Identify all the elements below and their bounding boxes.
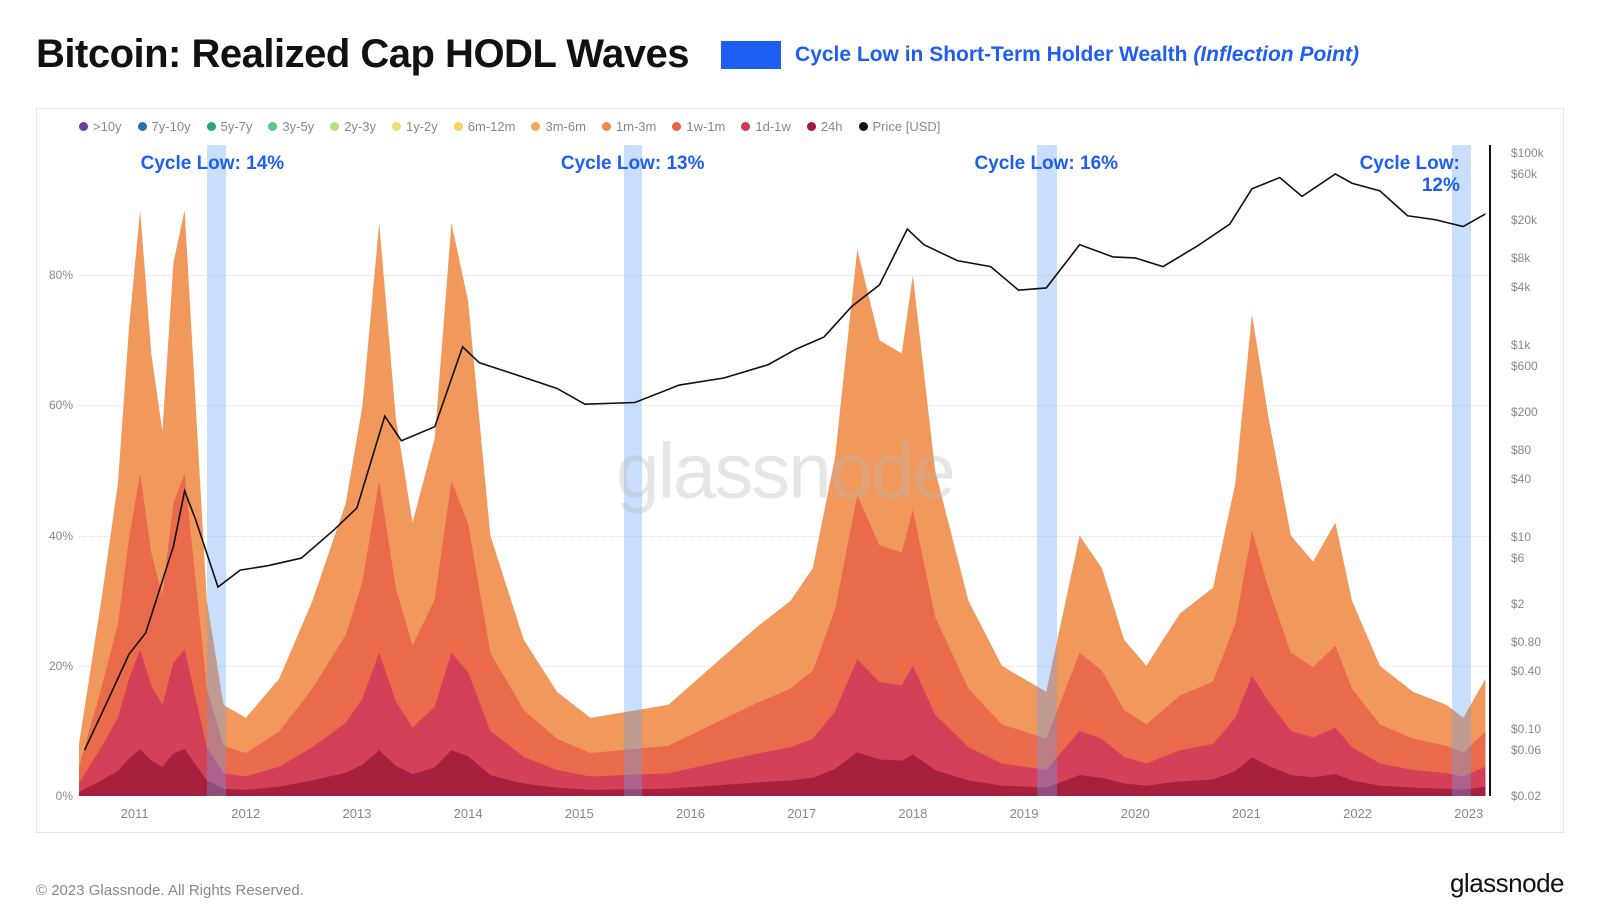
band-legend: >10y 7y-10y 5y-7y 3y-5y 2y-3y 1y-2y 6m-12m 3m-6… [79, 119, 940, 134]
y-left-tick: 20% [49, 659, 73, 673]
legend-item: Price [USD] [859, 119, 941, 134]
legend-dot [602, 122, 611, 131]
legend-text: 24h [821, 119, 843, 134]
legend-item: 1w-1m [672, 119, 725, 134]
legend-dot [807, 122, 816, 131]
legend-text: 3m-6m [545, 119, 585, 134]
y-right-tick: $0.80 [1511, 635, 1541, 649]
y-right-tick: $0.10 [1511, 722, 1541, 736]
y-left-tick: 60% [49, 398, 73, 412]
legend-text: 3y-5y [282, 119, 314, 134]
y-left-tick: 40% [49, 529, 73, 543]
x-tick: 2016 [676, 806, 705, 821]
plot-area: glassnode Cycle Low: 14%Cycle Low: 13%Cy… [79, 145, 1491, 796]
x-tick: 2013 [342, 806, 371, 821]
legend-item: 5y-7y [207, 119, 253, 134]
legend-item: 1d-1w [741, 119, 790, 134]
legend-dot [79, 122, 88, 131]
legend-label: Cycle Low in Short-Term Holder Wealth (I… [795, 43, 1359, 67]
legend-dot [859, 122, 868, 131]
legend-dot [207, 122, 216, 131]
price-line [85, 174, 1486, 750]
legend-dot [531, 122, 540, 131]
legend-dot [672, 122, 681, 131]
y-right-tick: $0.02 [1511, 789, 1541, 803]
y-left-tick: 0% [56, 789, 73, 803]
legend-text: 6m-12m [468, 119, 516, 134]
legend-text: 1w-1m [686, 119, 725, 134]
legend-item: 2y-3y [330, 119, 376, 134]
y-right-tick: $100k [1511, 146, 1544, 160]
y-right-tick: $600 [1511, 359, 1538, 373]
legend-label-italic: (Inflection Point) [1193, 43, 1359, 66]
x-tick: 2018 [898, 806, 927, 821]
x-tick: 2014 [454, 806, 483, 821]
legend-dot [268, 122, 277, 131]
y-right-tick: $8k [1511, 251, 1530, 265]
legend-text: 1y-2y [406, 119, 438, 134]
x-tick: 2012 [231, 806, 260, 821]
legend-dot [741, 122, 750, 131]
brand-logo: glassnode [1450, 868, 1564, 899]
legend-dot [330, 122, 339, 131]
legend-dot [138, 122, 147, 131]
y-right-tick: $1k [1511, 338, 1530, 352]
x-tick: 2021 [1232, 806, 1261, 821]
x-tick: 2011 [121, 806, 149, 821]
right-axis-line [1489, 145, 1491, 796]
y-right-tick: $0.40 [1511, 664, 1541, 678]
cycle-label: Cycle Low: 13% [561, 153, 705, 175]
legend-item: 1m-3m [602, 119, 656, 134]
legend-swatch [721, 41, 781, 69]
legend-dot [454, 122, 463, 131]
legend-text: 1m-3m [616, 119, 656, 134]
y-left-tick: 80% [49, 268, 73, 282]
price-line-svg [79, 145, 1491, 796]
cycle-label: Cycle Low: 14% [141, 153, 285, 175]
x-tick: 2015 [565, 806, 594, 821]
y-right-tick: $60k [1511, 167, 1537, 181]
legend-text: 5y-7y [221, 119, 253, 134]
footer: © 2023 Glassnode. All Rights Reserved. g… [36, 868, 1564, 899]
legend-item: 3m-6m [531, 119, 585, 134]
legend-item: 3y-5y [268, 119, 314, 134]
y-right-tick: $40 [1511, 472, 1531, 486]
y-left-axis: 0%20%40%60%80% [37, 145, 79, 796]
copyright: © 2023 Glassnode. All Rights Reserved. [36, 882, 304, 899]
x-tick: 2022 [1343, 806, 1372, 821]
y-right-tick: $0.06 [1511, 743, 1541, 757]
legend-item: 7y-10y [138, 119, 191, 134]
legend-item: 24h [807, 119, 843, 134]
x-tick: 2023 [1454, 806, 1483, 821]
legend-item: 1y-2y [392, 119, 438, 134]
legend-text: 2y-3y [344, 119, 376, 134]
y-right-tick: $20k [1511, 213, 1537, 227]
chart-frame: >10y 7y-10y 5y-7y 3y-5y 2y-3y 1y-2y 6m-12m 3m-6… [36, 108, 1564, 833]
legend-text: >10y [93, 119, 122, 134]
legend-text: 1d-1w [755, 119, 790, 134]
x-axis: 2011 2012 2013 2014 2015 2016 2017 2018 2019 2020… [79, 796, 1491, 832]
x-tick: 2019 [1010, 806, 1039, 821]
x-tick: 2017 [787, 806, 816, 821]
y-right-tick: $200 [1511, 405, 1538, 419]
legend-text: 7y-10y [152, 119, 191, 134]
legend-item: 6m-12m [454, 119, 516, 134]
header-legend: Cycle Low in Short-Term Holder Wealth (I… [721, 41, 1359, 69]
y-right-tick: $2 [1511, 597, 1524, 611]
y-right-tick: $80 [1511, 443, 1531, 457]
x-tick: 2020 [1121, 806, 1150, 821]
y-right-tick: $6 [1511, 551, 1524, 565]
y-right-tick: $4k [1511, 280, 1530, 294]
cycle-label: Cycle Low: 16% [974, 153, 1118, 175]
y-right-axis: $0.02$0.06$0.10$0.40$0.80$2$6$10$40$80$2… [1505, 145, 1563, 796]
legend-label-main: Cycle Low in Short-Term Holder Wealth [795, 43, 1187, 66]
legend-text: Price [USD] [873, 119, 941, 134]
legend-item: >10y [79, 119, 122, 134]
legend-dot [392, 122, 401, 131]
chart-title: Bitcoin: Realized Cap HODL Waves [36, 32, 689, 77]
cycle-label: Cycle Low:12% [1360, 153, 1460, 197]
y-right-tick: $10 [1511, 530, 1531, 544]
